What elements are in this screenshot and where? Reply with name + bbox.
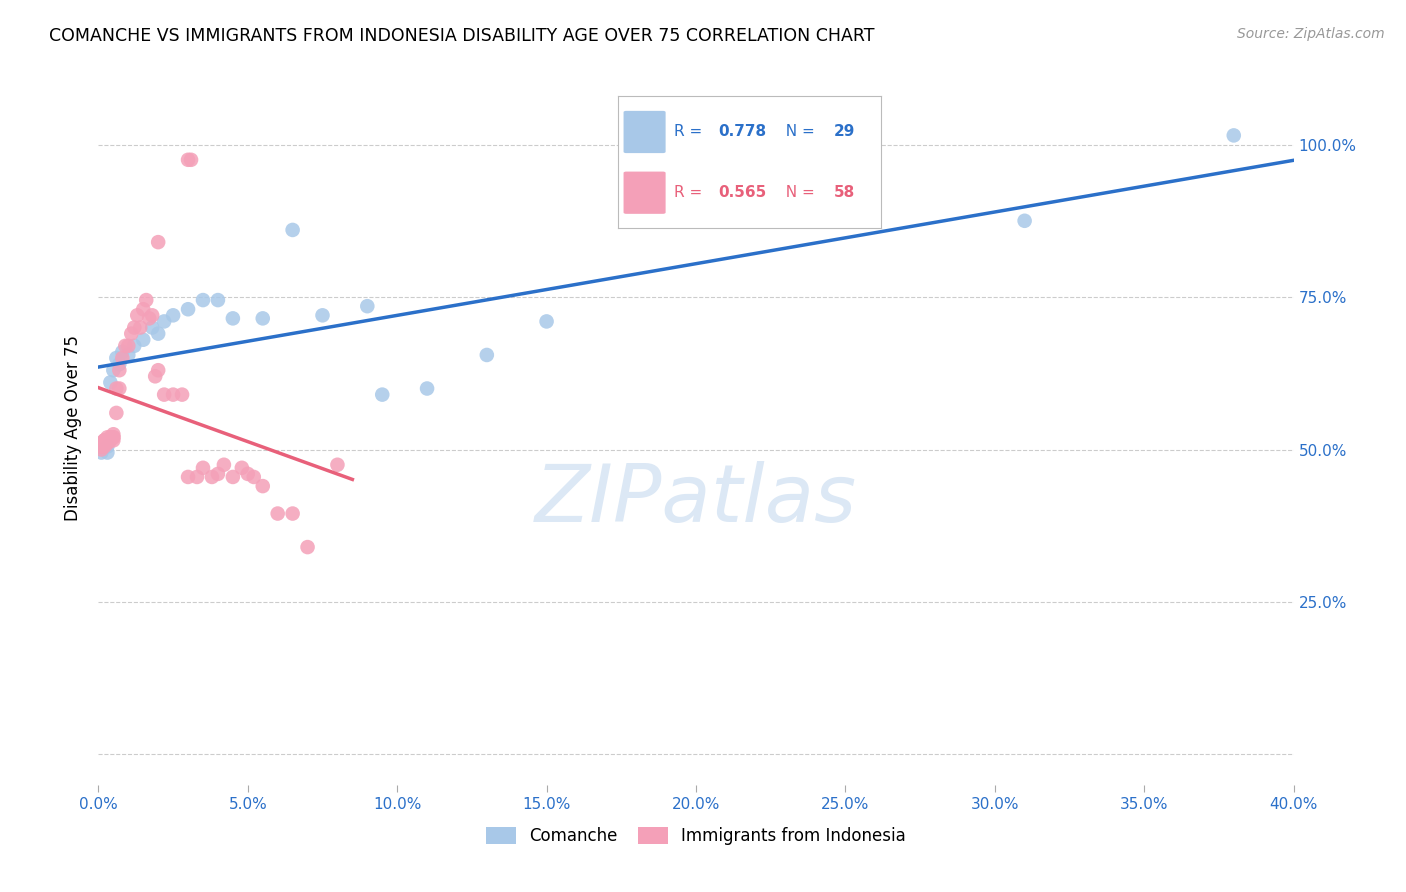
Point — [96, 434, 118, 448]
Text: ZIPatlas: ZIPatlas — [534, 460, 858, 539]
Point — [129, 320, 152, 334]
Point — [207, 293, 229, 307]
Point — [191, 460, 214, 475]
Point — [311, 309, 333, 323]
Point — [90, 440, 112, 454]
Point — [148, 326, 170, 341]
Point — [117, 348, 139, 362]
Point — [90, 436, 112, 450]
Point — [105, 351, 128, 365]
Point — [141, 309, 163, 323]
Point — [124, 339, 146, 353]
Point — [153, 314, 176, 328]
Point — [326, 458, 349, 472]
Point — [105, 406, 128, 420]
Point — [90, 445, 112, 459]
Y-axis label: Disability Age Over 75: Disability Age Over 75 — [65, 335, 83, 521]
Point — [356, 299, 378, 313]
Point — [117, 339, 139, 353]
Point — [186, 470, 208, 484]
Point — [90, 440, 112, 454]
Point — [1223, 128, 1246, 143]
Point — [222, 311, 245, 326]
Text: Source: ZipAtlas.com: Source: ZipAtlas.com — [1237, 27, 1385, 41]
Point — [201, 470, 224, 484]
Point — [162, 309, 184, 323]
Point — [120, 326, 142, 341]
Point — [103, 434, 125, 448]
Point — [148, 363, 170, 377]
Point — [127, 309, 149, 323]
Point — [93, 436, 115, 450]
Point — [141, 320, 163, 334]
Point — [90, 436, 112, 450]
Point — [96, 440, 118, 454]
Point — [103, 427, 125, 442]
Point — [191, 293, 214, 307]
Point — [135, 293, 157, 307]
Point — [132, 302, 155, 317]
Point — [103, 363, 125, 377]
Point — [212, 458, 235, 472]
Point — [475, 348, 498, 362]
Point — [236, 467, 259, 481]
Point — [143, 369, 166, 384]
Point — [96, 436, 118, 450]
Point — [252, 311, 274, 326]
Point — [231, 460, 253, 475]
Point — [281, 223, 304, 237]
Point — [96, 445, 118, 459]
Point — [243, 470, 266, 484]
Point — [103, 430, 125, 444]
Point — [98, 376, 122, 390]
Point — [180, 153, 202, 167]
Point — [108, 382, 131, 396]
Point — [148, 235, 170, 249]
Point — [93, 434, 115, 448]
Point — [138, 311, 160, 326]
Point — [132, 333, 155, 347]
Point — [93, 434, 115, 448]
Point — [177, 302, 200, 317]
Point — [207, 467, 229, 481]
Point — [267, 507, 290, 521]
Text: COMANCHE VS IMMIGRANTS FROM INDONESIA DISABILITY AGE OVER 75 CORRELATION CHART: COMANCHE VS IMMIGRANTS FROM INDONESIA DI… — [49, 27, 875, 45]
Point — [153, 387, 176, 401]
Point — [108, 357, 131, 371]
Point — [111, 345, 134, 359]
Point — [96, 434, 118, 448]
Point — [162, 387, 184, 401]
Point — [371, 387, 394, 401]
Point — [108, 363, 131, 377]
Point — [111, 351, 134, 365]
Point — [177, 153, 200, 167]
Legend: Comanche, Immigrants from Indonesia: Comanche, Immigrants from Indonesia — [479, 820, 912, 852]
Point — [536, 314, 558, 328]
Point — [105, 382, 128, 396]
Point — [93, 436, 115, 450]
Point — [98, 430, 122, 444]
Point — [124, 320, 146, 334]
Point — [172, 387, 194, 401]
Point — [98, 434, 122, 448]
Point — [252, 479, 274, 493]
Point — [1014, 214, 1036, 228]
Point — [90, 442, 112, 457]
Point — [93, 440, 115, 454]
Point — [103, 430, 125, 444]
Point — [416, 382, 439, 396]
Point — [281, 507, 304, 521]
Point — [297, 540, 319, 554]
Point — [114, 339, 136, 353]
Point — [96, 430, 118, 444]
Point — [222, 470, 245, 484]
Point — [177, 470, 200, 484]
